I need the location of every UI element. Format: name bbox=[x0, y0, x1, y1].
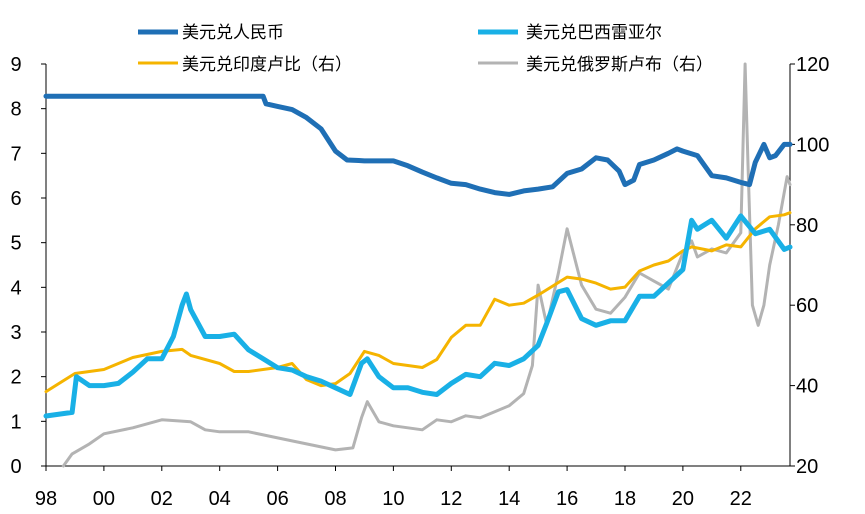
legend-label-brl: 美元兑巴西雷亚尔 bbox=[526, 23, 662, 43]
legend-label-rub: 美元兑俄罗斯卢布（右） bbox=[526, 55, 713, 75]
series-line-rub bbox=[61, 62, 792, 468]
x-tick-label: 12 bbox=[440, 488, 462, 510]
left-y-tick-label: 5 bbox=[10, 233, 21, 255]
x-tick-label: 02 bbox=[151, 488, 173, 510]
left-y-tick-label: 0 bbox=[10, 456, 21, 478]
right-y-tick-label: 120 bbox=[796, 54, 829, 76]
x-tick-label: 00 bbox=[93, 488, 115, 510]
legend: 美元兑人民币 美元兑巴西雷亚尔 美元兑印度卢比（右） 美元兑俄罗斯卢布（右） bbox=[138, 23, 713, 75]
left-y-tick-label: 7 bbox=[10, 143, 21, 165]
x-tick-label: 22 bbox=[730, 488, 752, 510]
x-tick-label: 16 bbox=[556, 488, 578, 510]
x-tick-label: 06 bbox=[266, 488, 288, 510]
left-y-tick-label: 8 bbox=[10, 99, 21, 121]
left-y-tick-label: 9 bbox=[10, 54, 21, 76]
right-y-tick-label: 40 bbox=[796, 376, 818, 398]
plot-area bbox=[43, 62, 793, 468]
legend-label-cny: 美元兑人民币 bbox=[182, 23, 284, 43]
left-y-tick-label: 2 bbox=[10, 367, 21, 389]
x-tick-label: 18 bbox=[614, 488, 636, 510]
left-y-tick-label: 1 bbox=[10, 411, 21, 433]
left-y-tick-label: 6 bbox=[10, 188, 21, 210]
x-tick-label: 14 bbox=[498, 488, 520, 510]
x-tick-label: 10 bbox=[382, 488, 404, 510]
x-tick-label: 08 bbox=[324, 488, 346, 510]
right-y-tick-label: 80 bbox=[796, 215, 818, 237]
series-line-brl bbox=[43, 213, 793, 419]
right-y-tick-label: 60 bbox=[796, 295, 818, 317]
x-tick-label: 04 bbox=[209, 488, 231, 510]
x-tick-label: 20 bbox=[672, 488, 694, 510]
right-y-tick-label: 100 bbox=[796, 134, 829, 156]
series-line-inr bbox=[44, 211, 792, 394]
right-y-tick-label: 20 bbox=[796, 456, 818, 478]
left-y-tick-label: 4 bbox=[10, 277, 21, 299]
series-line-cny bbox=[43, 93, 793, 197]
legend-label-inr: 美元兑印度卢比（右） bbox=[182, 55, 352, 75]
x-tick-label: 98 bbox=[35, 488, 57, 510]
left-y-tick-label: 3 bbox=[10, 322, 21, 344]
